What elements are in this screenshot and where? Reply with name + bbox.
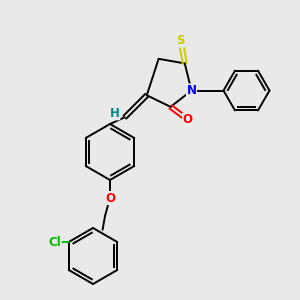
Text: N: N [187, 84, 196, 97]
Text: H: H [110, 107, 120, 120]
Text: Cl: Cl [48, 236, 61, 248]
Text: S: S [176, 34, 185, 47]
Text: O: O [105, 191, 115, 205]
Text: O: O [183, 113, 193, 126]
